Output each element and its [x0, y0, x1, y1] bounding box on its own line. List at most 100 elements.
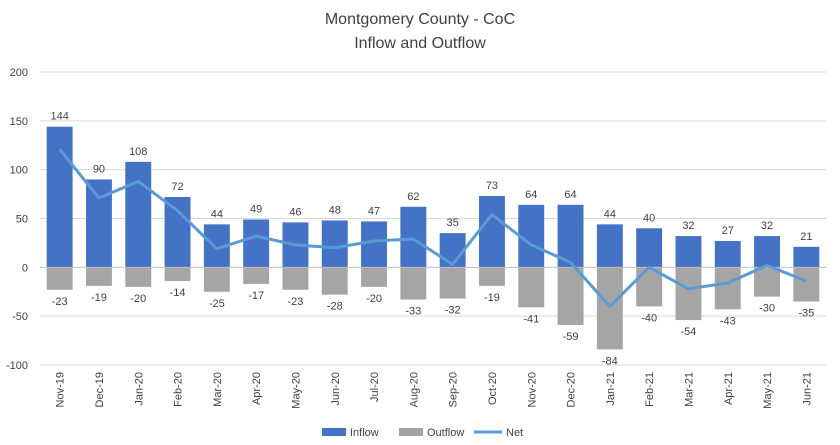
net-line	[58, 148, 807, 308]
inflow-bar	[518, 204, 545, 268]
inflow-data-label: 64	[525, 189, 537, 201]
inflow-bar	[596, 224, 623, 268]
outflow-bar	[754, 267, 781, 297]
x-tick-label: Oct-20	[487, 372, 499, 405]
inflow-bar	[636, 228, 663, 268]
inflow-data-label: 27	[722, 225, 734, 237]
inflow-data-label: 64	[564, 189, 576, 201]
outflow-bar	[203, 267, 230, 292]
inflow-data-label: 49	[250, 203, 262, 215]
inflow-bar	[557, 204, 584, 268]
x-tick-label: May-20	[290, 372, 302, 409]
x-tick-label: Dec-19	[94, 372, 106, 407]
inflow-bar	[46, 126, 73, 268]
net-line-layer	[58, 148, 807, 308]
x-tick-label: Sep-20	[448, 372, 460, 407]
outflow-bar	[282, 267, 309, 290]
y-axis-ticks: -100 -50 0 50 100 150 200	[6, 67, 28, 372]
x-tick-label: Jan-20	[133, 372, 145, 406]
legend-inflow-swatch	[322, 428, 346, 436]
outflow-data-label: -41	[523, 313, 539, 325]
outflow-data-label: -17	[248, 290, 264, 302]
inflow-data-label: 144	[50, 111, 68, 123]
x-tick-label: Jun-21	[801, 372, 813, 406]
data-labels: 144 90 108 72 44 49 46 48 47 62 35 73 64 64 44 40 32 27 32…	[50, 111, 814, 368]
inflow-data-label: 62	[407, 191, 419, 203]
inflow-bar	[478, 196, 505, 268]
inflow-bar	[125, 161, 152, 268]
outflow-data-label: -20	[366, 293, 382, 305]
x-tick-label: Apr-21	[723, 372, 735, 405]
legend-outflow-swatch	[399, 428, 423, 436]
outflow-bar	[85, 267, 112, 286]
inflow-data-label: 48	[329, 204, 341, 216]
inflow-data-label: 47	[368, 205, 380, 217]
outflow-data-label: -19	[484, 292, 500, 304]
y-tick-label: -100	[6, 360, 28, 372]
inflow-data-label: 40	[643, 212, 655, 224]
inflow-bar	[714, 240, 741, 268]
y-tick-label: -50	[12, 311, 28, 323]
gridlines	[40, 71, 826, 366]
x-tick-label: Feb-21	[644, 372, 656, 407]
outflow-data-label: -14	[170, 287, 186, 299]
outflow-data-label: -28	[327, 301, 343, 313]
x-tick-label: Jun-20	[330, 372, 342, 406]
y-tick-label: 100	[10, 165, 28, 177]
outflow-bar	[557, 267, 584, 325]
legend-inflow-label: Inflow	[350, 427, 379, 439]
inflow-data-label: 108	[129, 146, 147, 158]
inflow-data-label: 21	[800, 231, 812, 243]
outflow-data-label: -30	[759, 303, 775, 315]
legend-net-label: Net	[506, 427, 523, 439]
outflow-bar	[46, 267, 73, 290]
outflow-bar	[164, 267, 191, 282]
inflow-data-label: 44	[211, 208, 223, 220]
legend: Inflow Outflow Net	[322, 427, 523, 439]
outflow-bar	[793, 267, 820, 302]
outflow-data-label: -40	[641, 312, 657, 324]
chart-subtitle: Inflow and Outflow	[354, 35, 486, 52]
outflow-bar	[125, 267, 152, 287]
outflow-bar	[361, 267, 388, 287]
outflow-bar	[321, 267, 348, 295]
inflow-data-label: 32	[682, 220, 694, 232]
inflow-data-label: 32	[761, 220, 773, 232]
outflow-data-label: -33	[405, 306, 421, 318]
outflow-bar	[518, 267, 545, 308]
x-tick-label: Dec-20	[566, 372, 578, 407]
x-tick-label: Mar-21	[683, 372, 695, 407]
outflow-bar	[400, 267, 427, 300]
outflow-data-label: -35	[798, 308, 814, 320]
x-tick-label: Jan-21	[605, 372, 617, 406]
inflow-bar	[361, 221, 388, 268]
inflow-bar	[439, 233, 466, 268]
x-tick-label: Jul-20	[369, 372, 381, 402]
x-axis-labels: Nov-19 Dec-19 Jan-20 Feb-20 Mar-20 Apr-20 May-…	[55, 372, 814, 409]
y-tick-label: 50	[16, 214, 28, 226]
outflow-data-label: -25	[209, 298, 225, 310]
outflow-data-label: -23	[52, 296, 68, 308]
inflow-data-label: 44	[604, 208, 616, 220]
inflow-data-label: 35	[447, 217, 459, 229]
x-tick-label: Feb-20	[173, 372, 185, 407]
x-tick-label: Aug-20	[408, 372, 420, 407]
inflow-data-label: 72	[171, 181, 183, 193]
outflow-bar	[439, 267, 466, 299]
inflow-bar	[243, 219, 270, 268]
x-tick-label: Mar-20	[212, 372, 224, 407]
outflow-bar	[675, 267, 702, 321]
outflow-bar	[714, 267, 741, 310]
x-tick-label: Nov-20	[526, 372, 538, 407]
y-tick-label: 200	[10, 67, 28, 79]
outflow-data-label: -59	[563, 331, 579, 343]
inflow-data-label: 90	[93, 163, 105, 175]
outflow-bar	[243, 267, 270, 284]
legend-outflow-label: Outflow	[427, 427, 464, 439]
chart-title: Montgomery County - CoC	[325, 11, 515, 28]
outflow-bar	[596, 267, 623, 350]
x-tick-label: May-21	[762, 372, 774, 409]
outflow-data-label: -32	[445, 305, 461, 317]
